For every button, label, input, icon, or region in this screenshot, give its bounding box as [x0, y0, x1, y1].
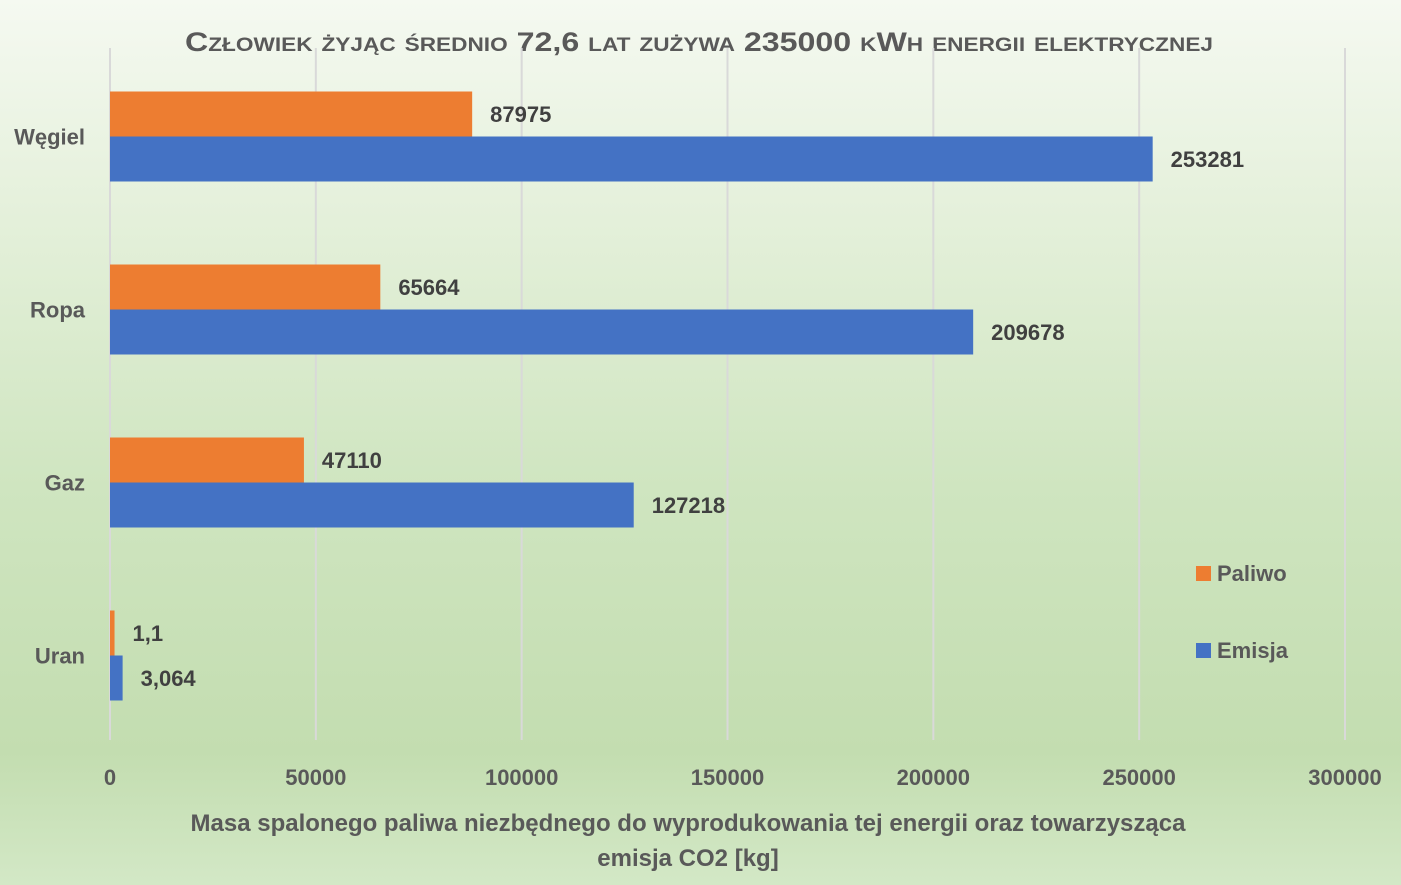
- data-label: 253281: [1171, 147, 1244, 172]
- data-label: 87975: [490, 102, 551, 127]
- x-tick-label: 50000: [285, 765, 346, 790]
- chart-title: Człowiek żyjąc średnio 72,6 lat zużywa 2…: [185, 27, 1213, 57]
- x-tick-label: 300000: [1308, 765, 1381, 790]
- data-label: 209678: [991, 320, 1064, 345]
- legend-label: Emisja: [1217, 638, 1289, 663]
- x-axis-label-line-1: Masa spalonego paliwa niezbędnego do wyp…: [191, 810, 1187, 837]
- legend-item-paliwo: Paliwo: [1196, 561, 1287, 586]
- legend: Paliwo Emisja: [1196, 561, 1289, 663]
- x-tick-label: 200000: [897, 765, 970, 790]
- data-label: 65664: [398, 275, 460, 300]
- category-label: Uran: [35, 644, 85, 669]
- category-label: Gaz: [45, 471, 85, 496]
- x-tick-label: 250000: [1102, 765, 1175, 790]
- bar-emisja: [110, 655, 123, 701]
- data-label: 127218: [652, 493, 725, 518]
- bar-paliwo: [110, 91, 473, 137]
- bar-emisja: [110, 309, 974, 355]
- legend-label: Paliwo: [1217, 561, 1287, 586]
- legend-item-emisja: Emisja: [1196, 638, 1289, 663]
- x-tick-label: 0: [104, 765, 116, 790]
- bar-emisja: [110, 136, 1153, 182]
- category-labels: Węgiel Ropa Gaz Uran: [14, 125, 86, 669]
- data-label: 1,1: [133, 621, 164, 646]
- x-tick-label: 100000: [485, 765, 558, 790]
- category-label: Ropa: [30, 298, 86, 323]
- legend-swatch: [1196, 566, 1211, 581]
- data-label: 3,064: [141, 666, 197, 691]
- bars: 87975 253281 65664 209678 47110 127218 1,1 3,06…: [110, 91, 1244, 701]
- bar-paliwo: [110, 264, 381, 310]
- category-label: Węgiel: [14, 125, 85, 150]
- bar-paliwo: [110, 610, 115, 656]
- legend-swatch: [1196, 643, 1211, 658]
- x-tick-labels: 0 50000 100000 150000 200000 250000 300000: [104, 765, 1382, 790]
- bar-paliwo: [110, 437, 304, 483]
- x-tick-label: 150000: [691, 765, 764, 790]
- bar-emisja: [110, 482, 634, 528]
- data-label: 47110: [322, 448, 382, 473]
- x-axis-label-line-2: emisja CO2 [kg]: [597, 845, 778, 872]
